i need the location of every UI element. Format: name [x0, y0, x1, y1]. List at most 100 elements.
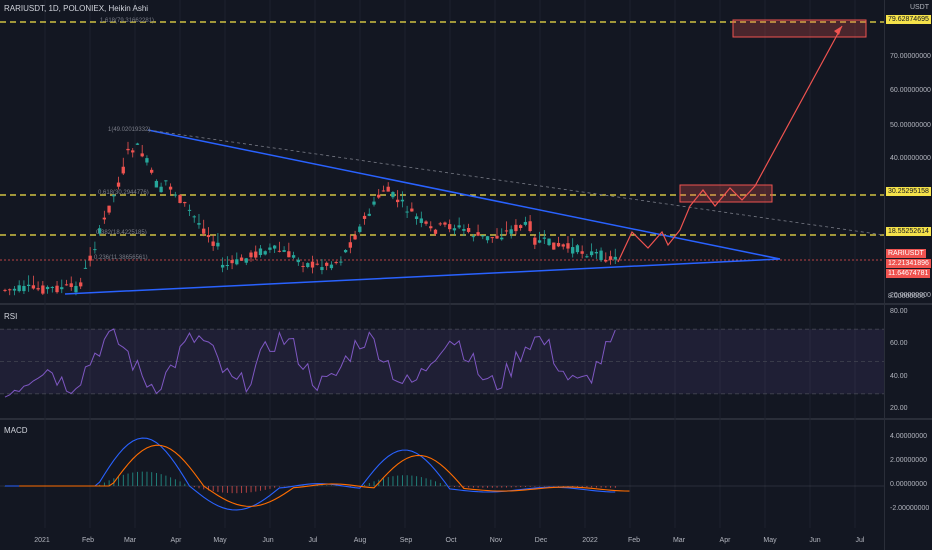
candle-body: [31, 285, 36, 289]
candle-body: [112, 194, 116, 197]
candle-body: [410, 208, 414, 212]
macd-histogram-bar: [127, 473, 129, 486]
macd-histogram-bar: [496, 486, 498, 488]
macd-histogram-bar: [99, 484, 101, 486]
candle-body: [145, 158, 149, 163]
candle-body: [135, 143, 140, 145]
macd-histogram-bar: [236, 486, 238, 494]
macd-histogram-bar: [510, 486, 512, 488]
macd-histogram-bar: [264, 486, 266, 490]
projection-arrowhead: [834, 26, 842, 35]
candle-body: [268, 247, 272, 250]
candle-body: [140, 153, 144, 157]
macd-histogram-bar: [586, 486, 588, 488]
ascending-trendline: [64, 258, 781, 295]
macd-histogram-bar: [373, 481, 375, 486]
macd-histogram-bar: [567, 486, 569, 487]
candle-body: [377, 194, 381, 198]
candle-body: [154, 180, 159, 188]
macd-histogram-bar: [477, 486, 479, 488]
time-axis-label: Feb: [627, 537, 641, 544]
time-axis-label: 2021: [34, 537, 50, 544]
fib-label: 0.382(18.4225185): [96, 230, 147, 236]
macd-histogram-bar: [458, 486, 460, 488]
candle-body: [334, 262, 338, 264]
currency-label: USDT: [909, 4, 929, 11]
candle-body: [471, 236, 476, 238]
macd-histogram-bar: [392, 476, 394, 486]
candle-body: [594, 252, 599, 254]
candle-body: [192, 216, 196, 218]
candle-body: [301, 265, 305, 267]
candle-body: [585, 256, 589, 258]
macd-histogram-bar: [406, 475, 408, 486]
candle-body: [216, 242, 220, 247]
macd-histogram-bar: [595, 486, 597, 488]
candle-body: [400, 199, 405, 202]
macd-histogram-bar: [326, 485, 328, 486]
price-badge: 79.62874695: [886, 15, 931, 24]
chart-canvas[interactable]: [0, 0, 884, 550]
macd-histogram-bar: [103, 482, 105, 486]
candle-body: [462, 229, 466, 231]
price-axis[interactable]: USDT: [884, 0, 932, 550]
macd-histogram-bar: [600, 486, 602, 488]
candle-body: [235, 259, 239, 265]
macd-histogram-bar: [411, 475, 413, 486]
macd-histogram-bar: [416, 476, 418, 486]
macd-histogram-bar: [577, 486, 578, 487]
macd-histogram-bar: [435, 481, 436, 486]
candle-body: [22, 285, 26, 292]
time-axis-label: Jul: [855, 537, 865, 544]
time-axis-label: May: [213, 537, 227, 544]
candle-body: [282, 250, 286, 252]
candle-body: [244, 258, 248, 263]
rsi-tick: 40.00: [890, 372, 908, 380]
macd-histogram-bar: [444, 484, 446, 486]
macd-histogram-bar: [368, 483, 370, 486]
candle-body: [485, 236, 490, 241]
candle-body: [168, 186, 173, 190]
macd-histogram-bar: [278, 486, 280, 487]
candle-body: [571, 247, 575, 254]
candle-body: [126, 148, 130, 151]
candle-body: [325, 262, 329, 266]
pane-separator[interactable]: [0, 303, 932, 305]
dotted-trendline: [147, 129, 884, 236]
candle-body: [17, 285, 21, 292]
macd-histogram-bar: [155, 472, 157, 486]
time-axis-label: Sep: [399, 537, 413, 544]
candle-body: [556, 242, 561, 247]
macd-histogram-bar: [179, 481, 181, 486]
time-axis-label: Mar: [672, 537, 686, 544]
pane-separator[interactable]: [0, 418, 932, 420]
macd-histogram-bar: [274, 486, 276, 488]
macd-histogram-bar: [269, 486, 271, 489]
candle-body: [443, 222, 447, 225]
price-badge: 11.64674781: [886, 269, 931, 278]
price-tick: 40.00000000: [890, 155, 931, 162]
macd-histogram-bar: [132, 472, 134, 486]
price-tick: 20.00000000: [890, 292, 931, 299]
candle-body: [254, 251, 258, 258]
candle-body: [202, 228, 206, 234]
candle-body: [448, 224, 452, 230]
macd-histogram-bar: [420, 477, 422, 486]
macd-histogram-bar: [506, 486, 507, 488]
candle-body: [381, 190, 386, 192]
macd-histogram-bar: [231, 486, 233, 494]
macd-histogram-bar: [174, 479, 176, 486]
time-axis-label: Jun: [809, 537, 821, 544]
candle-body: [287, 251, 291, 258]
candle-body: [131, 150, 135, 153]
candle-body: [320, 267, 324, 271]
fib-label: 1(49.02019332): [108, 127, 151, 133]
macd-histogram-bar: [605, 486, 607, 488]
candle-body: [604, 259, 608, 262]
price-badge: 12.21341896: [886, 259, 931, 268]
candle-body: [367, 213, 371, 216]
macd-histogram-bar: [439, 483, 441, 486]
candle-body: [296, 259, 300, 263]
macd-histogram-bar: [529, 486, 531, 487]
projection-path: [617, 25, 843, 263]
